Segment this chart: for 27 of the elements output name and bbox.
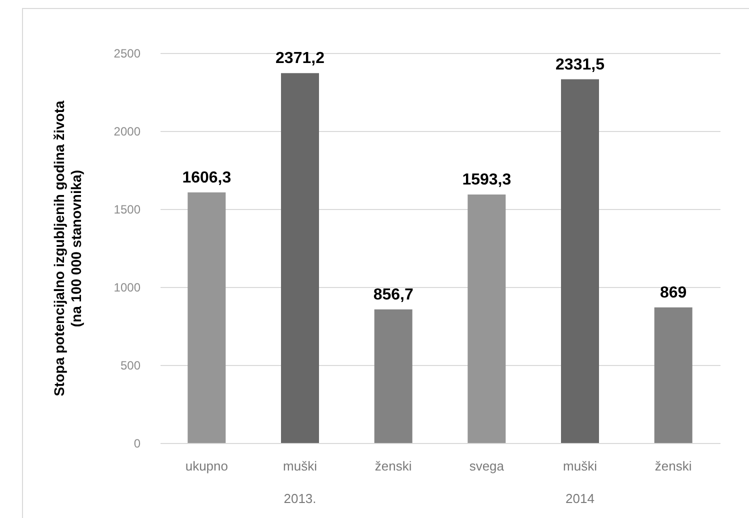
y-tick-label: 1000 [114,280,141,294]
data-label: 869 [660,284,687,302]
x-tick-label: muški [283,458,318,474]
data-label: 1593,3 [462,171,512,188]
text: 2014 [566,491,594,506]
data-label: 1606,3 [182,169,232,186]
bar [561,79,599,443]
y-tick-label: 1500 [114,202,141,216]
y-tick-label: 2000 [114,124,141,138]
data-label: 856,7 [373,286,414,304]
bar [654,307,692,443]
x-tick-label: ukupno [185,458,228,474]
y-tick-label: 2500 [114,46,141,60]
text: 2013. [284,491,316,506]
y-tick-label: 500 [120,358,141,372]
bar [468,194,506,443]
x-tick-label: muški [563,458,598,474]
data-label: 2371,2 [276,50,325,68]
y-axis-title: Stopa potencijalno izgubljenih godina života (na 100 000 stanovnika) [50,100,84,396]
bar [188,192,226,443]
x-tick-label: ženski [374,458,412,474]
data-label: 2331,5 [556,56,605,74]
x-tick-label: svega [469,458,505,474]
x-tick-label: ženski [654,458,692,474]
bar [281,73,319,443]
y-tick-label: 0 [134,436,141,450]
bar [374,309,412,443]
